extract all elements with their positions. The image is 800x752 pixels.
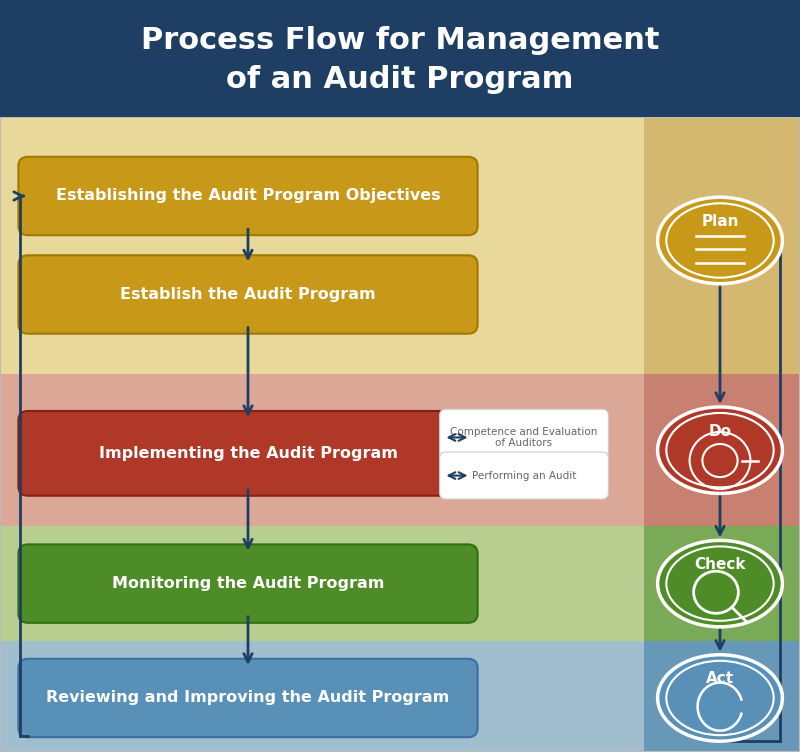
Text: Performing an Audit: Performing an Audit [472,471,576,481]
Bar [0,0,800,117]
Ellipse shape [658,197,782,284]
Text: Implementing the Audit Program: Implementing the Audit Program [98,446,398,461]
Text: Process Flow for Management: Process Flow for Management [141,26,659,56]
Bar [644,117,800,374]
Ellipse shape [658,407,782,493]
Text: Check: Check [694,557,746,572]
FancyBboxPatch shape [18,544,478,623]
Text: of an Audit Program: of an Audit Program [226,65,574,94]
Bar [0,374,644,526]
Bar [644,641,800,752]
Text: Competence and Evaluation
of Auditors: Competence and Evaluation of Auditors [450,426,598,448]
Bar [644,526,800,641]
Ellipse shape [658,655,782,741]
FancyBboxPatch shape [18,255,478,334]
Bar [0,117,644,374]
Text: Do: Do [709,423,731,438]
Bar [0,117,800,752]
Bar [0,641,644,752]
Text: Plan: Plan [702,214,738,229]
Ellipse shape [658,541,782,627]
FancyBboxPatch shape [440,452,608,499]
Text: Act: Act [706,672,734,687]
Text: Monitoring the Audit Program: Monitoring the Audit Program [112,576,384,591]
FancyBboxPatch shape [18,411,478,496]
Text: Establishing the Audit Program Objectives: Establishing the Audit Program Objective… [56,189,440,204]
FancyBboxPatch shape [18,156,478,235]
FancyBboxPatch shape [440,409,608,465]
FancyBboxPatch shape [18,659,478,737]
Bar [0,526,644,641]
Bar [644,374,800,526]
Text: Reviewing and Improving the Audit Program: Reviewing and Improving the Audit Progra… [46,690,450,705]
Text: Establish the Audit Program: Establish the Audit Program [120,287,376,302]
